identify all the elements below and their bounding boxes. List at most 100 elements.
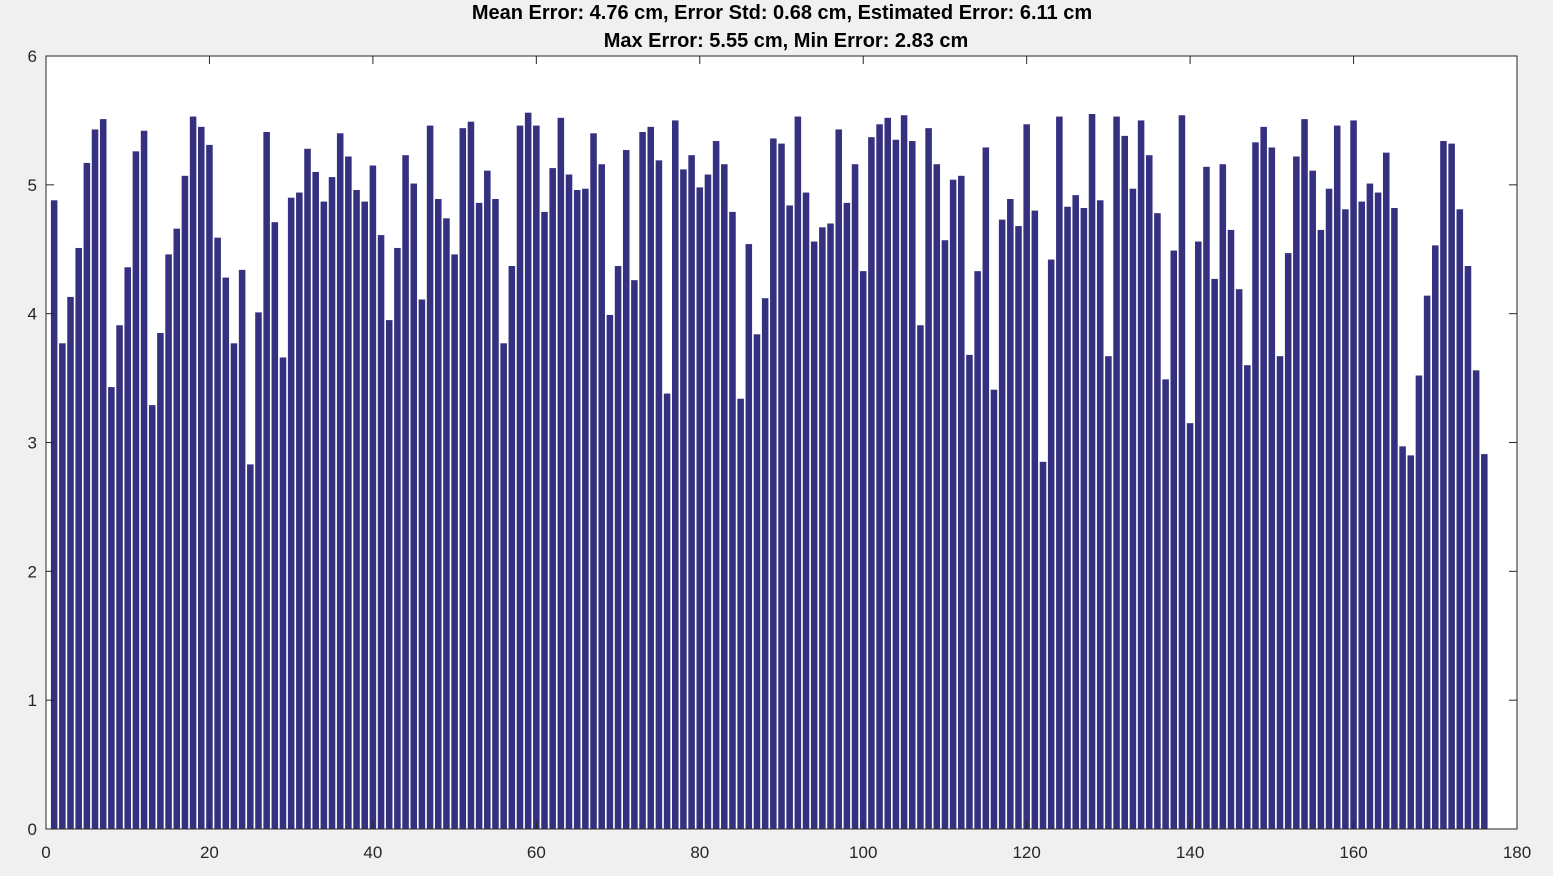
- bar-16: [173, 228, 181, 829]
- bar-21: [214, 237, 221, 829]
- y-tick-label-4: 4: [28, 305, 37, 324]
- bar-169: [1423, 295, 1431, 829]
- bar-78: [680, 169, 687, 829]
- bar-163: [1374, 192, 1382, 829]
- bar-151: [1276, 356, 1284, 829]
- bar-51: [459, 128, 467, 829]
- bar-72: [631, 280, 638, 829]
- bar-139: [1178, 115, 1186, 829]
- bar-50: [451, 254, 458, 829]
- bar-159: [1342, 209, 1349, 829]
- bar-90: [778, 143, 785, 830]
- bar-98: [843, 202, 851, 829]
- bar-73: [639, 132, 646, 829]
- bar-44: [402, 155, 409, 829]
- bar-64: [565, 174, 573, 829]
- bar-165: [1391, 208, 1398, 829]
- bar-35: [328, 177, 336, 830]
- bar-63: [557, 117, 565, 830]
- bar-115: [982, 147, 990, 830]
- bar-166: [1399, 446, 1406, 829]
- bar-171: [1440, 141, 1447, 829]
- bar-134: [1137, 120, 1145, 830]
- bar-7: [99, 119, 107, 829]
- bar-137: [1162, 379, 1169, 829]
- bar-81: [704, 174, 712, 829]
- bar-104: [892, 139, 900, 830]
- y-tick-label-3: 3: [28, 434, 37, 453]
- bar-118: [1007, 199, 1014, 829]
- bar-94: [810, 241, 818, 829]
- bar-161: [1358, 201, 1365, 829]
- x-tick-label-20: 20: [200, 843, 219, 862]
- bar-36: [336, 133, 344, 830]
- bar-18: [189, 116, 197, 830]
- x-tick-label-60: 60: [527, 843, 546, 862]
- bar-57: [508, 266, 516, 829]
- bar-47: [426, 125, 434, 829]
- bar-150: [1268, 147, 1276, 830]
- chart-title-line-1: Mean Error: 4.76 cm, Error Std: 0.68 cm,…: [472, 2, 1092, 24]
- bar-76: [663, 393, 671, 829]
- bar-58: [516, 125, 524, 829]
- bar-29: [279, 357, 287, 829]
- bar-11: [132, 151, 140, 830]
- bar-45: [410, 183, 418, 830]
- bar-154: [1301, 119, 1308, 829]
- bar-61: [541, 211, 548, 829]
- bar-14: [157, 332, 164, 829]
- y-tick-label-5: 5: [28, 176, 37, 195]
- bar-141: [1195, 241, 1202, 829]
- bar-66: [582, 188, 589, 829]
- bar-140: [1186, 423, 1194, 829]
- bar-136: [1154, 213, 1161, 829]
- x-tick-label-140: 140: [1176, 843, 1204, 862]
- bar-109: [933, 164, 941, 830]
- bar-95: [819, 227, 826, 830]
- bar-114: [974, 271, 981, 829]
- bar-168: [1415, 375, 1423, 829]
- bar-87: [753, 334, 761, 829]
- bar-176: [1481, 454, 1488, 829]
- bar-48: [435, 199, 442, 829]
- bar-9: [116, 325, 123, 829]
- bar-25: [247, 464, 254, 829]
- bar-129: [1096, 200, 1104, 830]
- bar-84: [729, 211, 736, 829]
- bar-86: [745, 244, 753, 830]
- bar-128: [1088, 113, 1096, 830]
- bar-164: [1382, 152, 1390, 830]
- bar-52: [467, 121, 475, 829]
- bar-series: [50, 112, 1488, 830]
- x-tick-label-40: 40: [363, 843, 382, 862]
- bar-54: [484, 170, 491, 829]
- bar-27: [263, 132, 270, 829]
- bar-122: [1039, 461, 1047, 829]
- bar-6: [91, 129, 99, 829]
- bar-92: [794, 116, 802, 830]
- y-tick-label-6: 6: [28, 47, 37, 66]
- bar-156: [1317, 229, 1325, 830]
- bar-107: [917, 325, 924, 829]
- bar-103: [884, 117, 892, 830]
- bar-28: [271, 222, 279, 829]
- bar-79: [688, 155, 695, 829]
- bar-126: [1072, 195, 1079, 829]
- bar-15: [165, 254, 172, 829]
- bar-96: [827, 223, 834, 830]
- y-tick-label-1: 1: [28, 691, 37, 710]
- bar-67: [590, 133, 597, 830]
- bar-143: [1211, 278, 1218, 829]
- bar-77: [671, 120, 679, 830]
- bar-100: [859, 271, 867, 829]
- bar-101: [868, 137, 875, 829]
- bar-97: [835, 129, 842, 829]
- bar-22: [222, 277, 230, 830]
- bar-155: [1309, 170, 1316, 829]
- bar-26: [255, 312, 262, 829]
- bar-146: [1235, 289, 1243, 829]
- bar-34: [320, 201, 328, 829]
- bar-82: [712, 141, 720, 829]
- bar-83: [721, 164, 728, 830]
